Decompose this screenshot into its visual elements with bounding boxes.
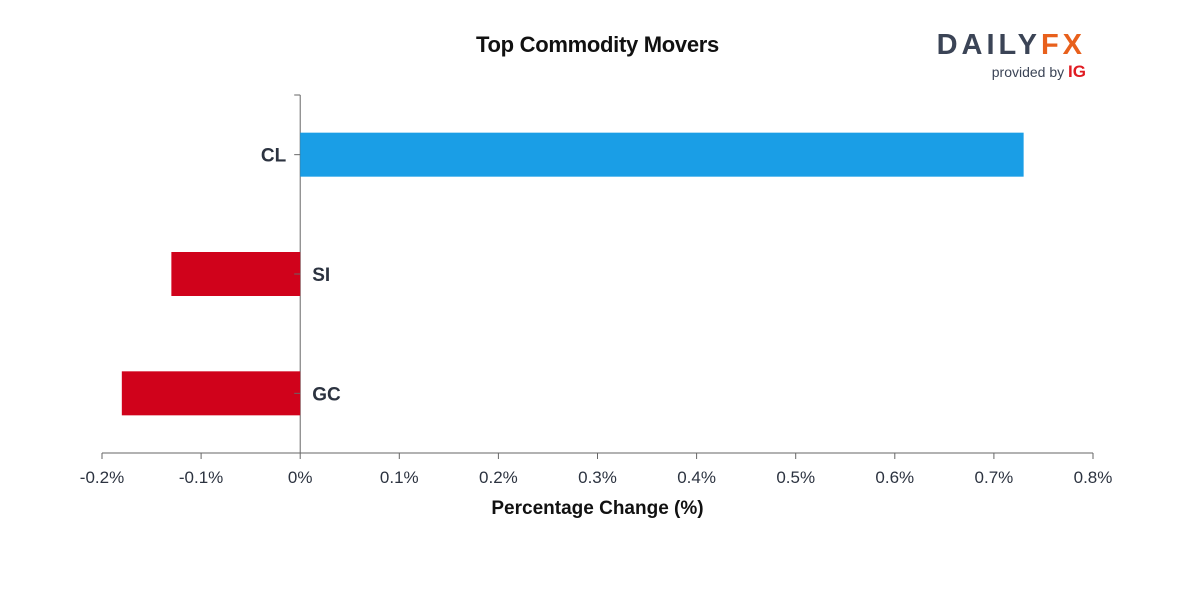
x-tick-label: -0.2% <box>80 468 124 487</box>
logo-fx-text: FX <box>1040 29 1086 61</box>
bar-si <box>171 252 301 296</box>
x-tick-label: 0.1% <box>380 468 419 487</box>
x-tick-label: 0.8% <box>1074 468 1113 487</box>
category-label-si: SI <box>312 265 330 286</box>
x-axis-title: Percentage Change (%) <box>491 498 703 519</box>
x-tick-label: 0.7% <box>975 468 1014 487</box>
x-tick-label: 0% <box>288 468 313 487</box>
x-tick-label: 0.2% <box>479 468 518 487</box>
chart-title: Top Commodity Movers <box>476 32 719 57</box>
bar-gc <box>121 371 301 416</box>
dailyfx-logo: DAILYFX provided by IG <box>930 28 1090 84</box>
category-label-cl: CL <box>261 146 287 167</box>
x-tick-label: 0.6% <box>875 468 914 487</box>
x-tick-label: 0.3% <box>578 468 617 487</box>
x-tick-label: -0.1% <box>179 468 223 487</box>
x-tick-label: 0.4% <box>677 468 716 487</box>
logo-provided-by: provided by IG <box>992 63 1086 81</box>
x-tick-label: 0.5% <box>776 468 815 487</box>
category-label-gc: GC <box>312 384 341 405</box>
ig-logo-text: IG <box>1068 62 1086 81</box>
logo-wordmark: DAILYFX <box>937 28 1086 62</box>
provided-by-text: provided by <box>991 64 1065 80</box>
logo-daily-text: DAILY <box>936 29 1041 61</box>
bar-cl <box>300 132 1024 177</box>
